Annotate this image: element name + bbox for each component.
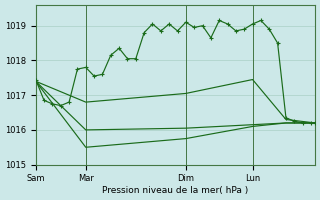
X-axis label: Pression niveau de la mer( hPa ): Pression niveau de la mer( hPa ) (102, 186, 249, 195)
